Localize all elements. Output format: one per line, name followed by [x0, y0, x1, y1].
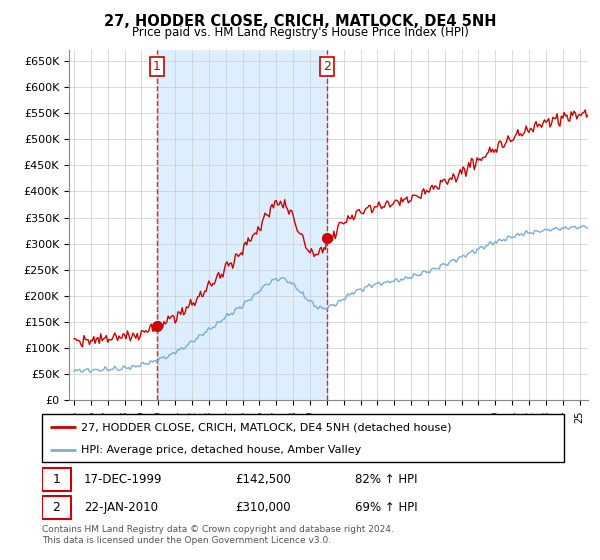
Text: 69% ↑ HPI: 69% ↑ HPI: [355, 501, 418, 514]
Text: Contains HM Land Registry data © Crown copyright and database right 2024.
This d: Contains HM Land Registry data © Crown c…: [42, 525, 394, 545]
Text: 2: 2: [52, 501, 60, 514]
Text: 1: 1: [153, 60, 161, 73]
Text: 1: 1: [52, 473, 60, 486]
Text: Price paid vs. HM Land Registry's House Price Index (HPI): Price paid vs. HM Land Registry's House …: [131, 26, 469, 39]
Bar: [157, 50, 327, 400]
Text: £142,500: £142,500: [235, 473, 291, 486]
Text: 82% ↑ HPI: 82% ↑ HPI: [355, 473, 418, 486]
Text: 22-JAN-2010: 22-JAN-2010: [84, 501, 158, 514]
FancyBboxPatch shape: [42, 496, 71, 519]
FancyBboxPatch shape: [42, 468, 71, 491]
Text: HPI: Average price, detached house, Amber Valley: HPI: Average price, detached house, Ambe…: [81, 445, 361, 455]
Text: 27, HODDER CLOSE, CRICH, MATLOCK, DE4 5NH (detached house): 27, HODDER CLOSE, CRICH, MATLOCK, DE4 5N…: [81, 422, 452, 432]
Text: £310,000: £310,000: [235, 501, 291, 514]
Text: 17-DEC-1999: 17-DEC-1999: [84, 473, 162, 486]
Text: 27, HODDER CLOSE, CRICH, MATLOCK, DE4 5NH: 27, HODDER CLOSE, CRICH, MATLOCK, DE4 5N…: [104, 14, 496, 29]
Text: 2: 2: [323, 60, 331, 73]
